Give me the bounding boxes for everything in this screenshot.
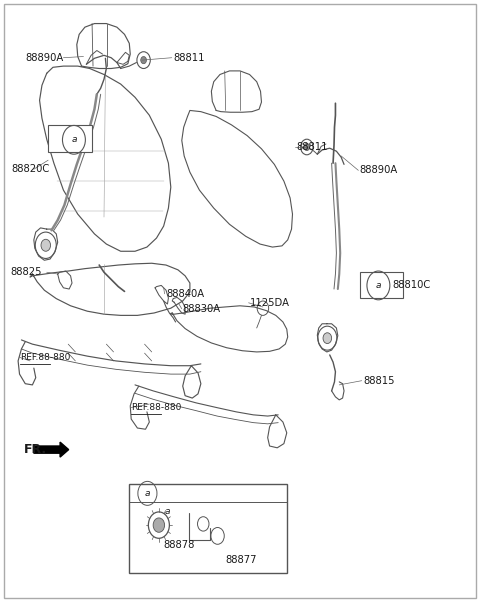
Circle shape: [41, 239, 50, 251]
Text: 88811: 88811: [173, 53, 204, 63]
Circle shape: [141, 57, 146, 64]
Text: 88811: 88811: [296, 142, 328, 152]
Text: REF.88-880: REF.88-880: [131, 403, 181, 412]
Text: a: a: [144, 489, 150, 498]
Bar: [360, 272, 403, 298]
Text: 88820C: 88820C: [11, 164, 49, 174]
Text: a: a: [376, 281, 381, 290]
Text: 88810C: 88810C: [393, 281, 431, 290]
Circle shape: [304, 143, 310, 150]
Bar: [48, 125, 92, 152]
Text: 88840A: 88840A: [166, 289, 204, 299]
Text: 1125DA: 1125DA: [250, 298, 289, 308]
Text: 88825: 88825: [10, 267, 41, 278]
Circle shape: [153, 518, 165, 532]
Text: 88830A: 88830A: [183, 304, 221, 314]
Text: 88878: 88878: [164, 540, 195, 550]
Text: a: a: [165, 507, 170, 517]
Text: 88890A: 88890A: [360, 166, 397, 175]
Text: FR.: FR.: [24, 443, 48, 456]
Bar: [129, 485, 287, 573]
Circle shape: [323, 333, 332, 344]
Text: 88877: 88877: [226, 555, 257, 565]
Text: REF.88-880: REF.88-880: [21, 353, 71, 362]
Text: a: a: [71, 135, 77, 144]
FancyArrow shape: [34, 442, 69, 457]
Text: 88815: 88815: [363, 376, 395, 386]
Text: 88890A: 88890A: [25, 53, 63, 63]
